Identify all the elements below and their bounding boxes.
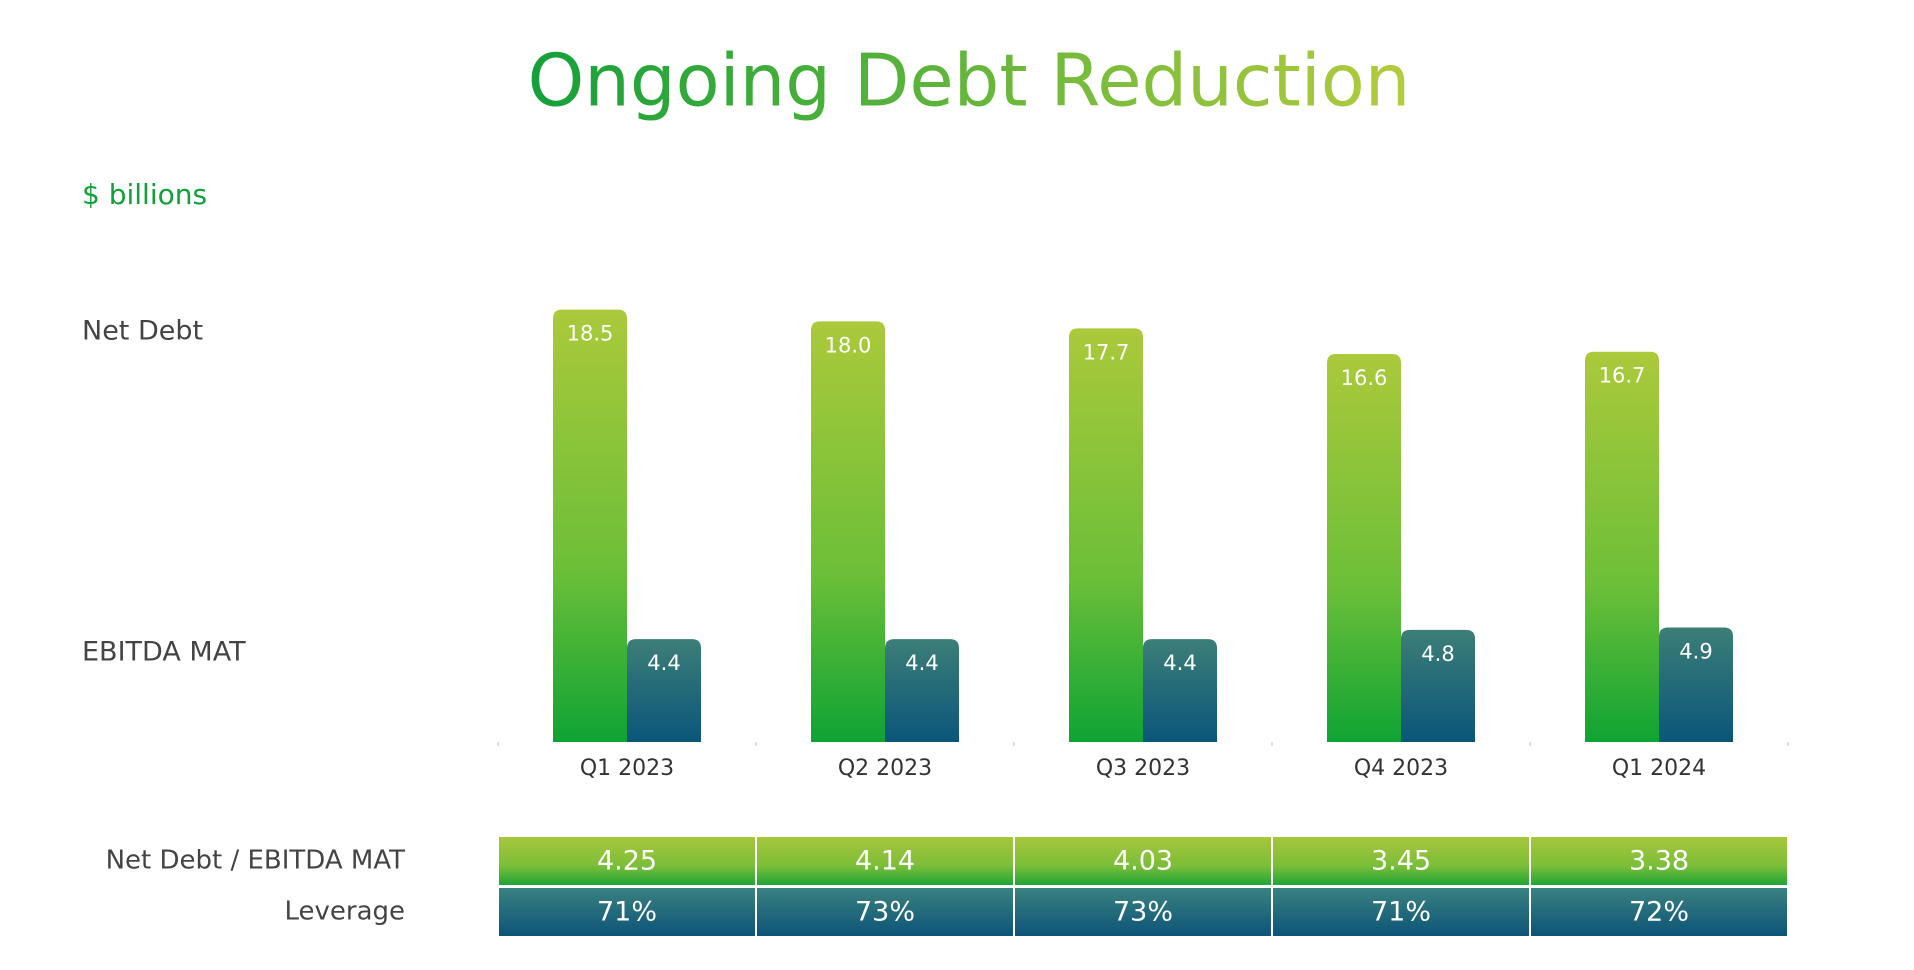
table-cell: [1015, 837, 1271, 885]
bar: [553, 309, 627, 742]
table-cell: [1531, 888, 1787, 936]
table-cell-text: 4.14: [855, 846, 915, 877]
x-tick-label: Q1 2023: [580, 756, 674, 781]
table-row-label: Leverage: [284, 897, 405, 927]
table-cell-text: 72%: [1629, 897, 1689, 928]
data-label: 18.0: [825, 333, 872, 357]
table-cell-text: 71%: [1371, 897, 1431, 928]
bar: [1143, 639, 1217, 742]
bar: [1069, 328, 1143, 742]
x-tick-label: Q3 2023: [1096, 756, 1190, 781]
table-cell: [1531, 837, 1787, 885]
series-label: EBITDA MAT: [82, 637, 246, 668]
data-label: 4.8: [1421, 642, 1454, 666]
bar: [811, 321, 885, 742]
table-cell: [499, 888, 755, 936]
bar: [627, 639, 701, 742]
table-cell-text: 71%: [597, 897, 657, 928]
data-label: 16.6: [1341, 366, 1388, 390]
bar: [1585, 351, 1659, 742]
data-label: 18.5: [567, 322, 614, 346]
x-tick-label: Q4 2023: [1354, 756, 1448, 781]
data-label: 4.4: [647, 651, 680, 675]
data-label: 4.4: [1163, 651, 1196, 675]
table-cell-text: 3.38: [1629, 846, 1689, 877]
table-cell-text: 73%: [1113, 897, 1173, 928]
table-cell: [757, 888, 1013, 936]
x-tick-label: Q1 2024: [1612, 756, 1706, 781]
bar: [885, 639, 959, 742]
data-label: 16.7: [1599, 364, 1646, 388]
table-cell: [499, 837, 755, 885]
bar: [1327, 354, 1401, 742]
table-cell: [1015, 888, 1271, 936]
series-label: Net Debt: [82, 316, 203, 347]
table-cell-text: 73%: [855, 897, 915, 928]
table-cell-text: 4.03: [1113, 846, 1173, 877]
data-label: 17.7: [1083, 340, 1130, 364]
table-cell-text: 3.45: [1371, 846, 1431, 877]
chart-title: Ongoing Debt Reduction: [528, 39, 1411, 123]
table-cell: [1273, 888, 1529, 936]
table-row-label: Net Debt / EBITDA MAT: [106, 846, 406, 876]
table-cell: [757, 837, 1013, 885]
table-cell: [1273, 837, 1529, 885]
data-label: 4.4: [905, 651, 938, 675]
x-tick-label: Q2 2023: [838, 756, 932, 781]
table-cell-text: 4.25: [597, 846, 657, 877]
units-label: $ billions: [82, 178, 207, 211]
bar: [1401, 629, 1475, 742]
data-label: 4.9: [1679, 639, 1712, 663]
bar: [1659, 627, 1733, 742]
